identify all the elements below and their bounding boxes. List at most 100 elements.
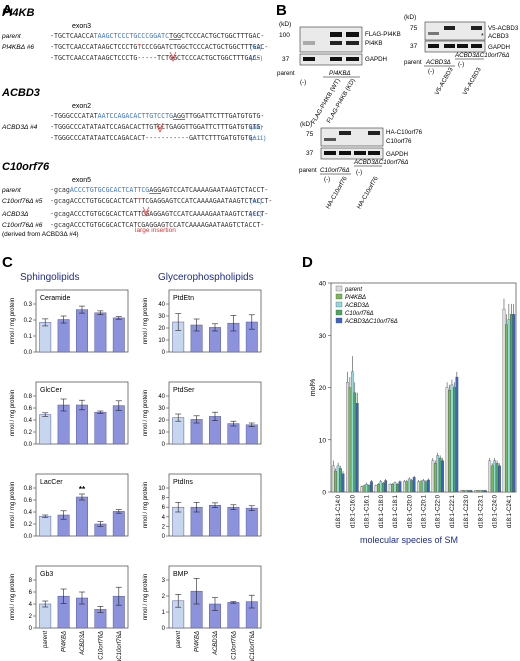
y-axis-label: nmol / mg protein <box>143 390 149 436</box>
sequence-segment: -gcagACCCTGTGCGCACTCATCGAGGAGTCCATCAAAAG… <box>50 221 264 229</box>
row-label: C10orf76Δ #5 <box>2 198 43 205</box>
bar <box>245 424 258 445</box>
parent-label: parent <box>277 70 295 77</box>
y-tick-label: 0.8 <box>24 394 33 400</box>
sequence-segment: -gcag <box>50 186 70 194</box>
y-tick-label: 0.4 <box>24 510 33 516</box>
sequence-segment: CTCCCACTGCTGGCTTTGAC- <box>181 32 264 40</box>
chart-title: PtdIns <box>173 479 193 486</box>
gene-name: C10orf76 <box>2 161 50 173</box>
y-tick-label: 6 <box>162 505 166 511</box>
y-tick-label: 2 <box>162 594 166 600</box>
bar <box>441 460 445 493</box>
row-label: parent <box>1 33 22 40</box>
bar <box>481 490 485 493</box>
bar <box>350 371 354 493</box>
y-tick-label: 0.0 <box>24 442 33 448</box>
category-label: ACBD3ΔC10orf76Δ <box>117 631 123 661</box>
bar <box>448 389 451 493</box>
kd-unit: (kD) <box>300 121 312 128</box>
y-tick-label: 10 <box>158 486 165 492</box>
y-axis-label: nmol / mg protein <box>10 298 16 344</box>
bar <box>355 403 359 493</box>
gene-name: PI4KB <box>2 7 34 19</box>
sequence-segment: AATCCAGACACTTGTCCTG <box>98 112 173 120</box>
bar <box>341 473 345 493</box>
y-axis-label: nmol / mg protein <box>10 482 16 528</box>
lipid-chart: BMP 0 1 2 3 nmol / mg protein parent PI4KBΔ ACBD… <box>143 565 262 661</box>
bar <box>495 463 499 493</box>
blot-membrane <box>320 127 384 147</box>
lipid-chart: PtdIns 0 2 4 6 8 10 nmol / mg protein <box>143 473 262 540</box>
kd-unit: (kD) <box>404 14 416 21</box>
band <box>330 57 342 61</box>
y-axis-label: nmol / mg protein <box>143 574 149 620</box>
bar <box>388 484 392 493</box>
cut-site-arrow <box>142 206 150 217</box>
sequence-segment: -gcagACCCTGTGCGCACTCATTCGAGGAGTCCATCAAAA… <box>50 210 268 218</box>
sequence-segment: AGG <box>173 112 185 120</box>
sequence-row: -gcagACCCTGTGCGCACTCATTTCGAGGAGTCCATCAAA… <box>50 197 272 205</box>
category-label: d18:1-C14:0 <box>336 494 342 528</box>
parent-label: parent <box>299 167 317 174</box>
lane-label: (-) <box>458 61 464 68</box>
bar <box>360 486 364 493</box>
sequence-row: -gcagACCCTGTGCGCACTCATTCGAGGAGTCCATCAAAA… <box>50 210 268 218</box>
exon-label: exon2 <box>72 103 91 110</box>
western-blot-pi4kb: (kD) 100 37 FLAG-PI4KB PI4KB GAPDH paren… <box>277 21 401 125</box>
bar <box>433 463 437 493</box>
panel-b: B (kD) 100 37 FLAG-PI4KB PI4KB GAPDH par… <box>276 2 519 210</box>
y-tick-label: 0.2 <box>24 318 33 324</box>
category-label: d18:1-C22:1 <box>450 494 456 528</box>
bar <box>502 308 506 493</box>
bar <box>348 387 352 493</box>
band <box>471 26 482 30</box>
bar <box>509 314 513 493</box>
y-tick-label: 0 <box>162 442 166 448</box>
band <box>354 151 366 155</box>
bar <box>227 602 240 629</box>
band-label: GAPDH <box>365 56 387 63</box>
sequence-segment: TAAGCTCCCTGCCCGGATC <box>94 32 169 40</box>
sphingolipids-title: Sphingolipids <box>20 272 80 283</box>
sequence-segment: TCGAGGAGTCCATCAAAAGAATAAGTCTACCT- <box>141 197 272 205</box>
marker-75: 75 <box>410 25 418 32</box>
marker-37: 37 <box>282 56 290 63</box>
sequence-segment: -gcagACCCTGTGCGCACTCAT <box>50 197 137 205</box>
bar <box>346 382 349 493</box>
y-tick-label: 10 <box>158 430 165 436</box>
band <box>471 44 482 48</box>
y-tick-label: 0 <box>162 626 166 632</box>
chart-title: BMP <box>173 571 189 578</box>
sequence-segment: -TGGGCCCATAT <box>50 112 98 120</box>
band-label: GAPDH <box>488 44 510 51</box>
western-blot-acbd3: (kD) 75 37 V5-ACBD3 ACBD3 GAPDH * parent… <box>404 14 519 96</box>
lane-label: (-) <box>300 79 306 86</box>
bar <box>227 423 240 445</box>
y-tick-label: 30 <box>319 333 327 340</box>
category-label: ACBD3Δ <box>213 631 219 656</box>
y-tick-label: 10 <box>319 437 327 444</box>
category-label: d18:1-C16:1 <box>365 494 371 528</box>
legend: parentPI4KBΔACBD3ΔC10orf76ΔACBD3ΔC10orf7… <box>335 285 398 325</box>
panel-d: D 0 10 20 30 40 mol% d18:1-C14:0 d18:1-C16:0 d18… <box>302 254 517 545</box>
band <box>444 26 455 30</box>
row-label: parent <box>1 187 22 194</box>
group-label: ACBD3Δ <box>425 59 451 66</box>
bar <box>445 387 449 493</box>
bar <box>450 384 454 493</box>
sequence-segment: -TGCTCAACCATAAGCTCCCTG <box>50 43 137 51</box>
blot-membrane <box>299 26 363 53</box>
y-tick-label: 40 <box>158 394 165 400</box>
bar <box>483 490 487 493</box>
panel-d-letter: D <box>302 254 313 271</box>
bar <box>39 414 52 445</box>
bar <box>112 405 125 445</box>
bar <box>39 515 52 537</box>
bar <box>419 481 423 493</box>
bar <box>370 481 373 493</box>
category-label: C10orf76Δ <box>231 631 237 660</box>
y-tick-label: 4 <box>29 602 33 608</box>
